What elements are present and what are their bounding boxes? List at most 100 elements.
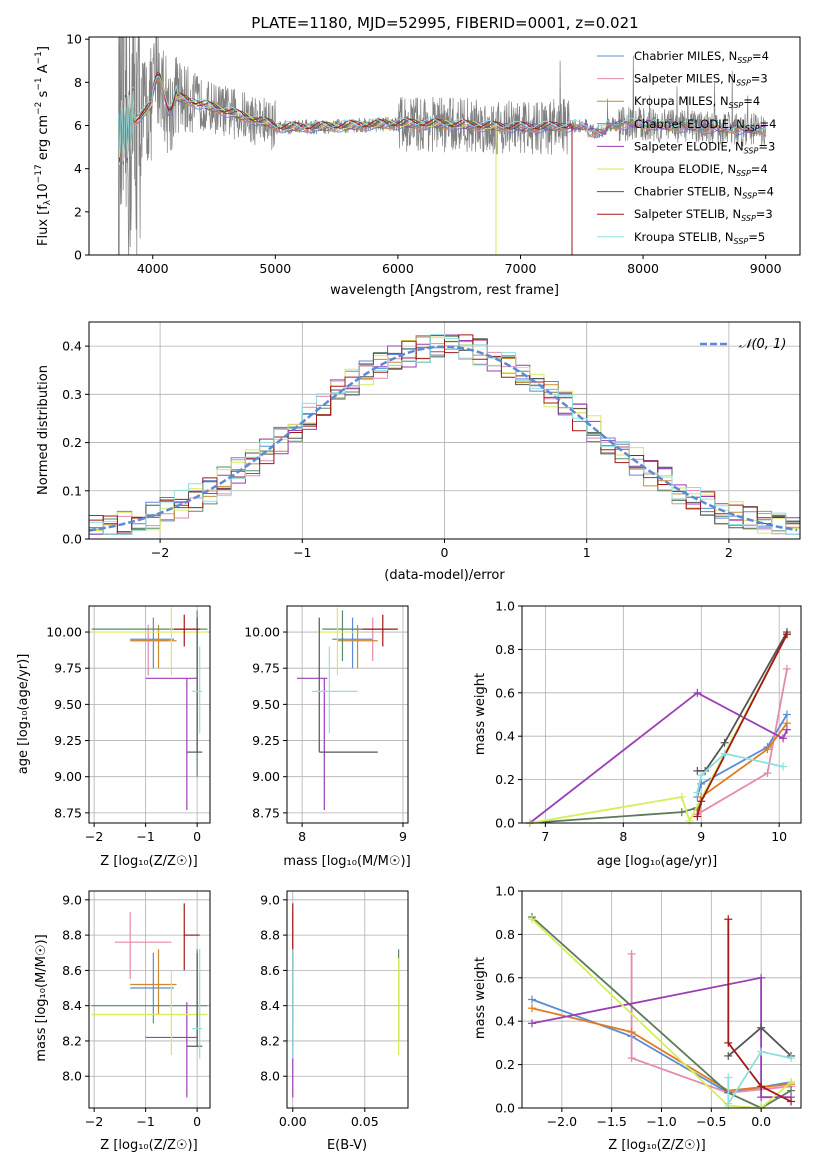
massweight-vs-age-line-chabrier-miles bbox=[696, 714, 788, 798]
massweight-vs-Z-xtick-label: −1.5 bbox=[596, 1114, 626, 1129]
mass-vs-Z-errorbar-kroupa-miles bbox=[130, 949, 177, 1015]
residuals-ytick-label: 0.1 bbox=[62, 483, 82, 498]
legend-label-salpeter-stelib: Salpeter STELIB, NSSP=3 bbox=[634, 207, 773, 223]
age-vs-mass-errorbar-chabrier-stelib bbox=[318, 617, 378, 753]
age-vs-mass-xtick-label: 8 bbox=[298, 829, 306, 844]
legend-label-chabrier-miles: Chabrier MILES, NSSP=4 bbox=[634, 49, 769, 65]
age-vs-Z-data-group bbox=[91, 607, 208, 810]
massweight-vs-age-ylabel: mass weight bbox=[473, 673, 488, 755]
age-vs-Z-grid bbox=[89, 606, 210, 823]
spectrum-legend: Chabrier MILES, NSSP=4 Salpeter MILES, NS… bbox=[597, 49, 776, 246]
massweight-vs-age-marker-salpeter-miles bbox=[763, 769, 772, 778]
mass-vs-Z-ytick-label: 8.8 bbox=[62, 928, 82, 943]
mass-vs-Z-ylabel: mass [log₁₀(M/M☉)] bbox=[34, 934, 49, 1061]
spectrum-frame bbox=[88, 36, 801, 256]
massweight-vs-Z-xtick-label: −1.0 bbox=[646, 1114, 676, 1129]
mass-vs-ebv-ytick-label: 8.2 bbox=[260, 1033, 280, 1048]
mass-vs-ebv-ytick-label: 8.4 bbox=[260, 998, 280, 1013]
model-spectrum-salpeter-miles bbox=[117, 78, 766, 163]
panel-age-vs-mass: 8 9 8.75 9.00 9.25 9.50 9.75 10.00 mass [log₁₀(… bbox=[244, 605, 411, 869]
mass-vs-Z-xtick-label: −2 bbox=[85, 1114, 103, 1129]
age-vs-Z-xtick-label: 0 bbox=[193, 829, 201, 844]
mass-vs-ebv-ytick-label: 8.8 bbox=[260, 928, 280, 943]
age-vs-Z-ytick-label: 8.75 bbox=[54, 805, 82, 820]
age-vs-mass-xlabel: mass [log₁₀(M/M☉)] bbox=[283, 854, 410, 869]
mass-vs-Z-errorbar-salpeter-miles bbox=[114, 912, 172, 980]
mass-vs-ebv-ytick-label: 9.0 bbox=[260, 892, 280, 907]
massweight-vs-Z-marker-salpeter-elodie bbox=[527, 1019, 536, 1028]
model-spectrum-salpeter-stelib bbox=[117, 73, 572, 159]
mass-vs-Z-xtick-label: 0 bbox=[193, 1114, 201, 1129]
massweight-vs-age-line-chabrier-stelib bbox=[697, 631, 788, 772]
residuals-xtick-label: 1 bbox=[583, 545, 591, 560]
massweight-vs-age-marker-salpeter-stelib bbox=[693, 812, 702, 821]
massweight-vs-age-marker-kroupa-stelib bbox=[779, 762, 788, 771]
massweight-vs-Z-xtick-label: 0.0 bbox=[751, 1114, 771, 1129]
spectrum-axes: 4000 5000 6000 7000 8000 9000 0 2 4 6 8 10 bbox=[66, 32, 801, 276]
mass-vs-Z-errorbar-kroupa-stelib bbox=[191, 949, 203, 1059]
legend-label-chabrier-stelib: Chabrier STELIB, NSSP=4 bbox=[634, 185, 774, 201]
massweight-vs-age-marker-chabrier-stelib bbox=[693, 766, 702, 775]
massweight-vs-age-marker-kroupa-elodie bbox=[685, 816, 694, 825]
spectrum-ylabel: Flux [fλ10−17 erg cm−2 s−1 A−1] bbox=[34, 46, 53, 246]
age-vs-Z-ylabel: age [log₁₀(age/yr)] bbox=[16, 654, 31, 775]
mass-vs-Z-grid bbox=[89, 891, 210, 1108]
massweight-vs-age-frame bbox=[521, 605, 802, 824]
mass-vs-Z-errorbar-chabrier-miles bbox=[130, 952, 174, 1024]
massweight-vs-Z-marker-salpeter-elodie bbox=[757, 973, 766, 982]
residuals-xtick-label: 2 bbox=[725, 545, 733, 560]
residuals-ytick-label: 0.0 bbox=[62, 532, 82, 547]
massweight-vs-age-marker-salpeter-elodie bbox=[782, 725, 791, 734]
age-vs-mass-ytick-label: 8.75 bbox=[252, 805, 280, 820]
age-vs-mass-data-group bbox=[297, 607, 398, 810]
massweight-vs-Z-line-kroupa-miles bbox=[531, 1007, 792, 1092]
spectrum-xtick-label: 4000 bbox=[137, 261, 169, 276]
age-vs-mass-errorbar-chabrier-elodie bbox=[322, 610, 363, 661]
massweight-vs-age-xtick-label: 7 bbox=[541, 829, 549, 844]
mass-vs-ebv-axes: 0.00 0.05 8.0 8.2 8.4 8.6 8.8 9.0 bbox=[260, 890, 409, 1129]
mass-vs-Z-ytick-label: 8.2 bbox=[62, 1033, 82, 1048]
legend-label-salpeter-elodie: Salpeter ELODIE, NSSP=3 bbox=[634, 139, 775, 155]
mass-vs-Z-data-group bbox=[91, 903, 208, 1098]
spectrum-xtick-label: 7000 bbox=[505, 261, 537, 276]
spectrum-xtick-label: 9000 bbox=[750, 261, 782, 276]
mass-vs-Z-errorbar-salpeter-stelib bbox=[183, 903, 200, 971]
massweight-vs-age-marker-chabrier-stelib bbox=[720, 738, 729, 747]
age-vs-mass-xtick-label: 9 bbox=[399, 829, 407, 844]
model-spectrum-kroupa-elodie bbox=[117, 71, 497, 166]
panel-residuals: −2 −1 0 1 2 0.0 0.1 0.2 0.3 0.4 (data-model)/erro… bbox=[36, 321, 801, 583]
massweight-vs-age-marker-salpeter-stelib bbox=[782, 630, 791, 639]
massweight-vs-Z-marker-salpeter-stelib bbox=[787, 1097, 796, 1106]
massweight-vs-Z-marker-kroupa-stelib bbox=[757, 1047, 766, 1056]
panel-massweight-vs-Z: −2.0 −1.5 −1.0 −0.5 0.0 0.0 0.2 0.4 0.6 0.8 1.0 Z … bbox=[473, 884, 802, 1153]
figure-title: PLATE=1180, MJD=52995, FIBERID=0001, z=0… bbox=[251, 14, 638, 32]
massweight-vs-Z-line-salpeter-elodie bbox=[531, 976, 791, 1099]
massweight-vs-Z-marker-salpeter-miles bbox=[627, 949, 636, 958]
massweight-vs-Z-ylabel: mass weight bbox=[473, 957, 488, 1039]
massweight-vs-Z-line-salpeter-stelib bbox=[727, 919, 792, 1103]
massweight-vs-Z-ytick-label: 0.0 bbox=[495, 1101, 515, 1116]
massweight-vs-Z-marker-salpeter-miles bbox=[627, 1054, 636, 1063]
age-vs-Z-ytick-label: 9.25 bbox=[54, 733, 82, 748]
panel-massweight-vs-age: 7 8 9 10 0.0 0.2 0.4 0.6 0.8 1.0 age [log₁₀(age/y… bbox=[473, 599, 802, 869]
massweight-vs-age-ytick-label: 1.0 bbox=[495, 599, 515, 614]
massweight-vs-age-marker-kroupa-stelib bbox=[693, 788, 702, 797]
age-vs-mass-errorbar-kroupa-miles bbox=[337, 624, 378, 669]
panel-spectrum: 4000 5000 6000 7000 8000 9000 0 2 4 6 8 10 waveleng… bbox=[34, 32, 801, 298]
massweight-vs-age-marker-kroupa-stelib bbox=[720, 749, 729, 758]
massweight-vs-age-marker-salpeter-stelib bbox=[697, 797, 706, 806]
legend-label-chabrier-elodie: Chabrier ELODIE, NSSP=4 bbox=[634, 117, 776, 133]
spectrum-ytick-label: 10 bbox=[66, 32, 82, 47]
age-vs-Z-errorbar-kroupa-elodie bbox=[91, 607, 208, 676]
age-vs-Z-errorbar-chabrier-stelib bbox=[186, 617, 203, 753]
panel-mass-vs-Z: −2 −1 08.08.28.48.68.89.0 Z [log₁₀(Z/Z☉)] … bbox=[34, 890, 211, 1153]
age-vs-Z-ytick-label: 9.50 bbox=[54, 697, 82, 712]
massweight-vs-age-line-kroupa-elodie bbox=[529, 633, 788, 824]
massweight-vs-Z-ytick-label: 0.6 bbox=[495, 970, 515, 985]
mass-vs-Z-ytick-label: 8.6 bbox=[62, 963, 82, 978]
mass-vs-ebv-ytick-label: 8.6 bbox=[260, 963, 280, 978]
panel-age-vs-Z: −2 −1 0 8.75 9.00 9.25 9.50 9.75 10.00 Z [log₁₀(… bbox=[16, 605, 211, 869]
mass-vs-Z-frame bbox=[88, 890, 211, 1109]
mass-vs-Z-axes: −2 −1 0 8.0 8.2 8.4 8.6 8.8 9.0 bbox=[62, 890, 211, 1129]
